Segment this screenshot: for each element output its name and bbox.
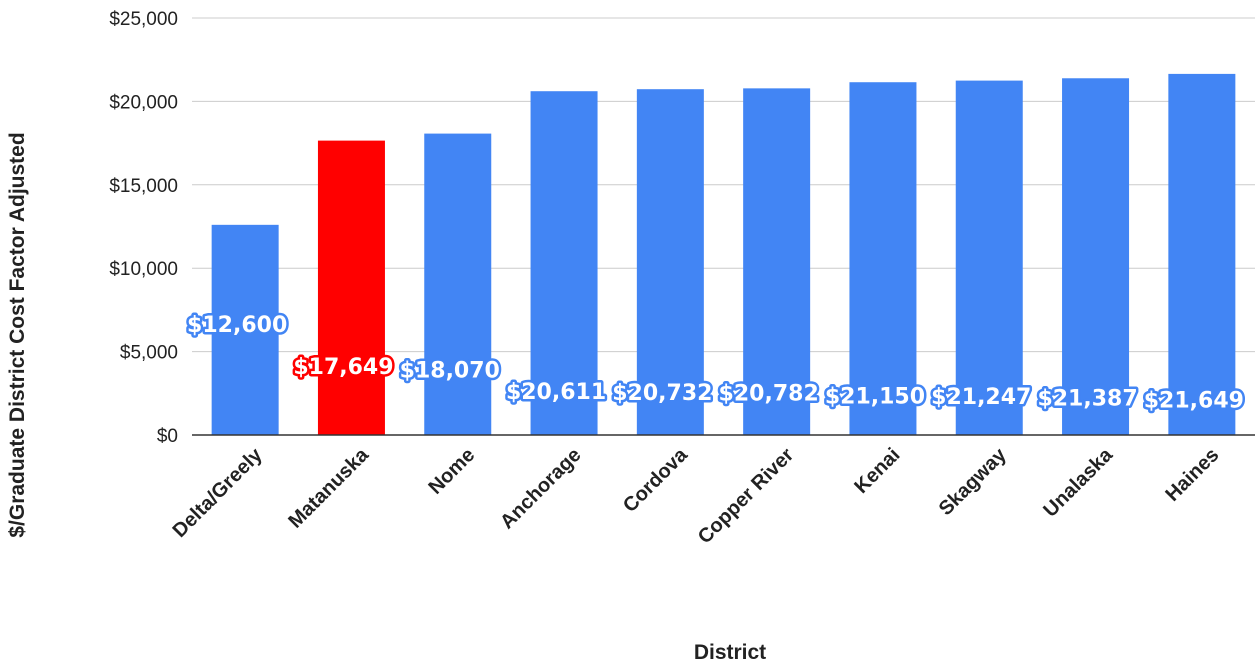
- y-tick-label: $5,000: [120, 343, 178, 364]
- data-label: $17,649: [293, 355, 393, 380]
- bar: [636, 89, 704, 435]
- bar: [743, 88, 811, 436]
- data-label: $12,600: [187, 313, 287, 338]
- data-label: $20,782: [719, 381, 819, 406]
- y-tick-label: $0: [157, 426, 178, 447]
- x-axis-title: District: [694, 641, 766, 662]
- bar: [955, 80, 1023, 435]
- data-label: $21,387: [1037, 386, 1137, 411]
- x-tick-label: Delta/Greely: [169, 443, 268, 542]
- x-tick-label: Unalaska: [1039, 443, 1117, 521]
- x-tick-label: Copper River: [694, 444, 799, 549]
- bar: [849, 82, 917, 435]
- bar: [1168, 73, 1236, 435]
- data-label: $20,611: [506, 380, 606, 405]
- bar: [1062, 78, 1130, 436]
- data-label: $21,649: [1144, 389, 1244, 414]
- y-axis-tick-labels: $0 $5,000 $10,000 $15,000 $20,000 $25,000: [109, 9, 178, 447]
- x-tick-label: Cordova: [619, 443, 693, 517]
- y-tick-label: $10,000: [109, 259, 178, 280]
- x-tick-label: Kenai: [850, 444, 904, 498]
- bars: [211, 73, 1236, 436]
- x-tick-label: Haines: [1161, 444, 1223, 506]
- x-tick-label: Skagway: [935, 443, 1012, 520]
- y-tick-label: $25,000: [109, 9, 178, 30]
- data-label: $20,732: [612, 381, 712, 406]
- y-tick-label: $15,000: [109, 176, 178, 197]
- x-axis-tick-labels: Delta/Greely Matanuska Nome Anchorage Cordov…: [169, 443, 1224, 548]
- data-label: $21,150: [825, 384, 925, 409]
- x-tick-label: Matanuska: [284, 443, 373, 532]
- bar: [211, 224, 279, 435]
- bar: [317, 140, 385, 435]
- y-tick-label: $20,000: [109, 92, 178, 113]
- data-label: $21,247: [931, 385, 1031, 410]
- data-label: $18,070: [400, 359, 500, 384]
- x-tick-label: Anchorage: [496, 444, 585, 533]
- bar: [530, 91, 598, 435]
- data-labels: $12,600$17,649 $18,070$20,611 $20,732 $20,7…: [185, 311, 1247, 416]
- y-axis-title: $/Graduate District Cost Factor Adjusted: [6, 132, 29, 537]
- x-tick-label: Nome: [424, 444, 479, 499]
- bar: [424, 133, 492, 435]
